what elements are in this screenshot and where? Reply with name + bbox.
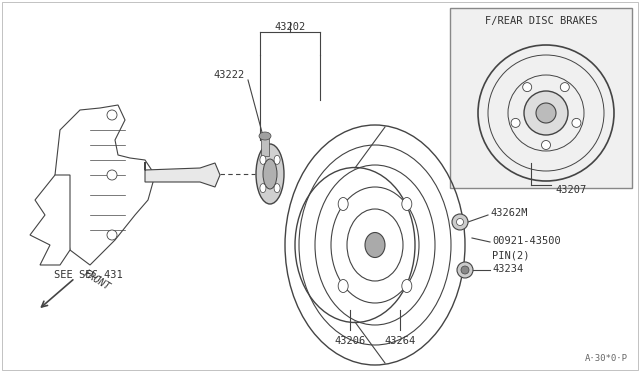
Text: FRONT: FRONT	[82, 268, 112, 292]
Ellipse shape	[295, 167, 415, 323]
Text: 43202: 43202	[275, 22, 306, 32]
Ellipse shape	[263, 159, 277, 189]
Ellipse shape	[523, 83, 532, 92]
Text: 43207: 43207	[556, 185, 587, 195]
Polygon shape	[145, 162, 220, 187]
Ellipse shape	[338, 198, 348, 211]
Polygon shape	[30, 175, 70, 265]
Ellipse shape	[402, 198, 412, 211]
Ellipse shape	[256, 144, 284, 204]
Text: 43262M: 43262M	[490, 208, 527, 218]
Text: PIN(2): PIN(2)	[492, 250, 529, 260]
Bar	[450, 8, 632, 188]
Ellipse shape	[572, 118, 581, 127]
Ellipse shape	[456, 218, 463, 225]
Text: 43234: 43234	[492, 264, 524, 274]
Ellipse shape	[560, 83, 570, 92]
Ellipse shape	[259, 132, 271, 140]
Polygon shape	[55, 105, 155, 265]
Text: 43222: 43222	[214, 70, 245, 80]
Text: F/REAR DISC BRAKES: F/REAR DISC BRAKES	[484, 16, 597, 26]
Ellipse shape	[274, 184, 280, 193]
Text: 00921-43500: 00921-43500	[492, 236, 561, 246]
Ellipse shape	[536, 103, 556, 123]
Ellipse shape	[452, 214, 468, 230]
Ellipse shape	[107, 170, 117, 180]
Ellipse shape	[107, 110, 117, 120]
Ellipse shape	[524, 91, 568, 135]
Ellipse shape	[365, 232, 385, 257]
Bar	[261, 136, 269, 156]
Ellipse shape	[107, 230, 117, 240]
Ellipse shape	[260, 155, 266, 164]
Text: 43206: 43206	[334, 336, 365, 346]
Text: SEE SEC.431: SEE SEC.431	[54, 270, 122, 280]
Ellipse shape	[461, 266, 469, 274]
Ellipse shape	[511, 118, 520, 127]
Ellipse shape	[338, 279, 348, 292]
Text: A·30*0·P: A·30*0·P	[585, 354, 628, 363]
Ellipse shape	[274, 155, 280, 164]
Ellipse shape	[260, 184, 266, 193]
Ellipse shape	[457, 262, 473, 278]
Ellipse shape	[541, 141, 550, 150]
Text: 43264: 43264	[385, 336, 415, 346]
Ellipse shape	[402, 279, 412, 292]
